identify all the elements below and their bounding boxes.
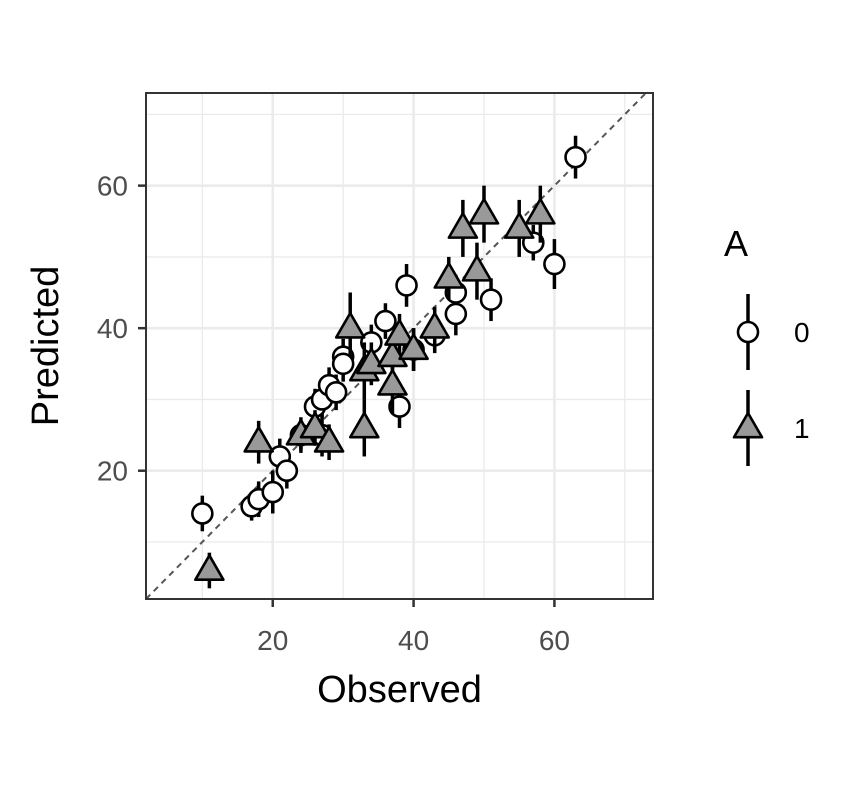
y-axis-title: Predicted — [25, 266, 67, 427]
data-point — [324, 381, 348, 404]
legend-label: 0 — [794, 317, 810, 348]
data-point — [261, 480, 285, 504]
x-tick-label: 40 — [398, 625, 429, 656]
data-point — [348, 411, 380, 439]
data-point — [525, 197, 556, 225]
x-tick-label: 60 — [539, 625, 570, 656]
y-axis: 20 40 60 — [97, 171, 146, 487]
data-point — [374, 309, 397, 333]
data-point — [398, 333, 429, 361]
data-point — [377, 368, 408, 396]
legend-item-0: 0 — [736, 294, 810, 370]
x-axis: 20 40 60 — [257, 599, 570, 656]
data-point — [384, 318, 415, 346]
data-point — [299, 411, 331, 439]
legend-title: A — [724, 223, 748, 264]
data-point — [564, 145, 587, 169]
x-axis-title: Observed — [317, 669, 482, 711]
y-tick-label: 60 — [97, 171, 128, 202]
panel-border — [145, 92, 654, 600]
data-point — [313, 425, 345, 453]
legend-label: 1 — [794, 413, 810, 444]
data-point — [479, 288, 503, 311]
data-layer — [191, 135, 587, 589]
data-point — [503, 212, 535, 239]
data-point — [395, 274, 418, 297]
data-point — [447, 212, 479, 239]
data-point — [461, 254, 493, 282]
data-point — [433, 261, 465, 289]
legend-triangle-key — [732, 411, 764, 439]
y-tick-label: 20 — [97, 456, 128, 487]
legend-item-1: 1 — [732, 390, 810, 466]
series-1 — [194, 185, 556, 589]
data-point — [388, 395, 411, 418]
data-point — [543, 252, 566, 276]
data-point — [243, 425, 274, 453]
data-point — [334, 311, 366, 339]
series-0 — [191, 135, 587, 532]
data-point — [419, 311, 451, 339]
data-point — [444, 302, 468, 326]
data-point — [331, 352, 355, 376]
data-point — [194, 554, 225, 582]
data-point — [191, 502, 214, 525]
legend: A 0 1 — [724, 223, 810, 466]
y-tick-label: 40 — [97, 313, 128, 344]
data-point — [468, 197, 500, 225]
data-point — [275, 459, 299, 483]
x-tick-label: 20 — [257, 625, 288, 656]
legend-circle-key — [736, 320, 760, 344]
